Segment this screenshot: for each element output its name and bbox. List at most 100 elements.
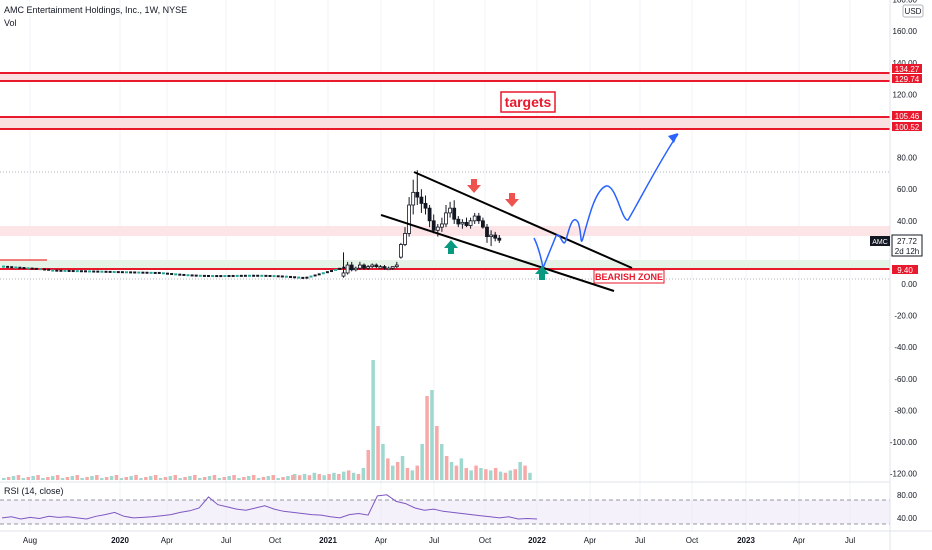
early-candle <box>256 274 260 277</box>
targets-annotation[interactable]: targets <box>500 91 556 113</box>
volume-bar <box>332 472 336 480</box>
volume-bar <box>342 471 346 480</box>
projection-path[interactable] <box>533 133 679 271</box>
volume-bar <box>21 478 26 480</box>
current-price-badge[interactable]: AMC 27.72 2d 12h <box>870 234 923 257</box>
volume-bar <box>356 474 361 480</box>
volume-bar <box>41 478 45 480</box>
down-arrow-icon <box>467 179 481 193</box>
candle-body <box>411 191 416 206</box>
volume-bar <box>346 470 351 480</box>
candle-body <box>362 264 366 269</box>
volume-bar <box>36 475 40 480</box>
volume-bar <box>251 475 256 480</box>
volume-bar <box>410 470 415 480</box>
time-tick-label: Apr <box>161 536 174 545</box>
target-zone-lower <box>0 117 890 129</box>
candle-body <box>435 226 440 231</box>
level-badge <box>892 265 918 274</box>
time-tick-label: 2022 <box>528 536 546 545</box>
candle-body <box>489 234 494 238</box>
early-candle <box>309 275 313 278</box>
volume-bar <box>6 477 11 480</box>
level-badge <box>892 111 922 120</box>
early-candle <box>51 269 55 272</box>
early-candle <box>182 273 186 276</box>
wedge-lower-trendline[interactable] <box>380 214 615 292</box>
volume-bar <box>70 476 75 480</box>
volume-bar <box>400 456 405 480</box>
ticker-badge <box>870 236 890 246</box>
wedge-upper-trendline[interactable] <box>413 171 633 269</box>
volume-bar <box>454 465 459 480</box>
volume-bar <box>2 478 6 480</box>
price-tick-label: -120.00 <box>890 470 918 479</box>
volume-bar <box>109 476 114 480</box>
early-candle <box>120 271 124 274</box>
early-candle <box>215 275 219 278</box>
volume-bar <box>202 477 207 480</box>
symbol-title[interactable]: AMC Entertainment Holdings, Inc., 1W, NY… <box>4 5 187 15</box>
early-candle <box>338 267 342 270</box>
volume-bar <box>266 476 271 480</box>
rsi-label: RSI (14, close) <box>4 486 64 496</box>
early-candle <box>96 270 100 273</box>
candle-body <box>403 233 407 245</box>
currency-box[interactable] <box>902 4 924 18</box>
candle-body <box>394 264 399 268</box>
price-tick-label: 80.00 <box>897 154 918 163</box>
candle-body <box>390 266 395 269</box>
price-badge-countdown: 2d 12h <box>895 247 919 256</box>
price-tick-label: -100.00 <box>890 438 918 447</box>
early-candle <box>38 268 42 271</box>
volume-bar <box>435 426 439 480</box>
time-axis[interactable]: Aug 2020 Apr Jul Oct 2021 Apr Jul Oct 2022 Apr Jul O… <box>23 536 855 545</box>
volume-bar <box>212 475 217 480</box>
volume-bar <box>261 477 266 480</box>
time-tick-label: Jul <box>221 536 231 545</box>
time-tick-label: 2023 <box>737 536 755 545</box>
bearish-zone-annotation[interactable]: BEARISH ZONE <box>593 269 665 284</box>
time-tick-label: Apr <box>584 536 597 545</box>
candle-body <box>472 215 477 222</box>
early-candle <box>227 275 231 278</box>
price-candles <box>341 170 502 278</box>
candle-body <box>456 218 461 225</box>
candle-body <box>345 264 350 274</box>
early-candle <box>133 271 137 274</box>
level-badge-text: 129.74 <box>895 75 920 84</box>
early-candle <box>194 274 198 277</box>
candle-body <box>366 266 371 269</box>
early-candle <box>268 274 272 277</box>
falling-wedge[interactable] <box>380 171 633 292</box>
volume-bar <box>405 468 410 480</box>
early-candle <box>330 270 333 273</box>
volume-bar <box>281 477 285 480</box>
time-tick-label: Apr <box>793 536 806 545</box>
volume-bar <box>193 475 197 480</box>
time-tick-label: 2021 <box>319 536 337 545</box>
volume-bar <box>183 477 187 480</box>
candle-body <box>439 223 444 228</box>
price-tick-label: -60.00 <box>894 375 917 384</box>
early-candle <box>108 270 112 273</box>
early-candle <box>301 276 305 279</box>
candle-body <box>460 221 465 225</box>
candle-body <box>419 196 424 204</box>
volume-bar <box>60 478 65 480</box>
time-tick-label: Jul <box>635 536 645 545</box>
candle-body <box>464 221 469 226</box>
volume-bar <box>479 468 483 480</box>
candle-body <box>497 237 502 241</box>
early-candle <box>145 271 149 274</box>
volume-bar <box>232 475 236 480</box>
volume-bar <box>26 477 30 480</box>
early-candle <box>6 265 10 268</box>
volume-bar <box>420 444 424 480</box>
volume-bar <box>307 475 312 480</box>
volume-bar <box>139 478 143 480</box>
early-candle <box>67 269 71 272</box>
candle-body <box>370 264 375 268</box>
volume-bar <box>361 468 366 480</box>
